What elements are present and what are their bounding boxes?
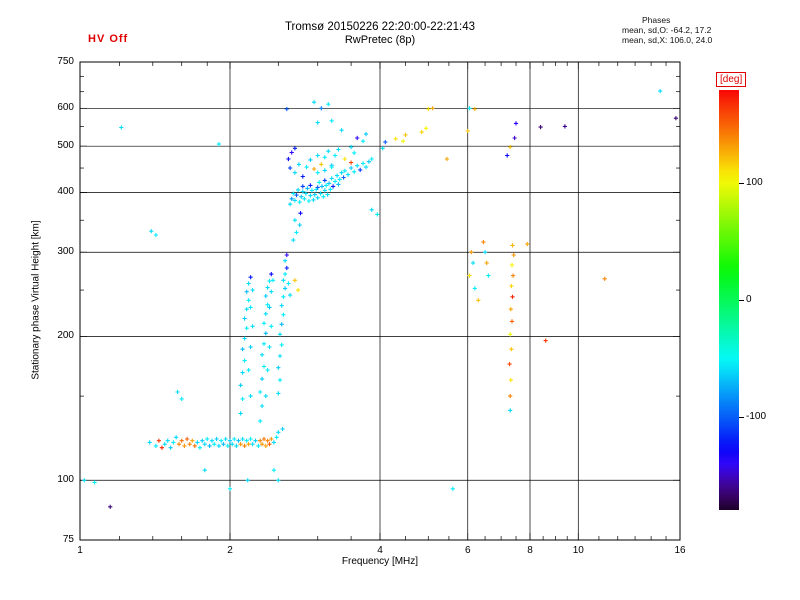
y-tick-label: 500 xyxy=(57,140,74,152)
scatter-points xyxy=(82,89,678,509)
colorbar-label: [deg] xyxy=(716,72,747,87)
x-tick-label: 16 xyxy=(674,545,686,556)
y-tick-label: 100 xyxy=(57,474,74,486)
x-tick-label: 4 xyxy=(377,545,383,556)
y-tick-label: 75 xyxy=(62,534,74,545)
colorbar-tick xyxy=(739,416,744,418)
y-tick-label: 200 xyxy=(57,330,74,342)
x-tick-label: 8 xyxy=(527,545,533,556)
gridlines xyxy=(80,62,680,540)
colorbar-tick xyxy=(739,300,744,301)
y-tick-label: 750 xyxy=(57,56,74,67)
x-tick-label: 10 xyxy=(572,545,584,556)
phases-x-stats: mean, sd,X: 106.0, 24.0 xyxy=(622,35,713,45)
axis-ticks xyxy=(79,61,681,541)
chart-title: Tromsø 20150226 22:20:00-22:21:43 xyxy=(284,21,476,33)
colorbar-tick-label: 0 xyxy=(746,294,752,305)
chart-subtitle: RwPretec (8p) xyxy=(344,34,416,46)
y-axis-label: Stationary phase Virtual Height [km] xyxy=(30,220,42,380)
x-axis-label: Frequency [MHz] xyxy=(341,556,419,567)
colorbar-tick-label: -100 xyxy=(746,410,767,422)
colorbar-tick xyxy=(739,183,744,185)
colorbar xyxy=(719,90,739,510)
colorbar-tick-label: 100 xyxy=(746,177,763,189)
y-tick-label: 600 xyxy=(57,102,74,114)
phases-label: Phases xyxy=(642,15,671,25)
phases-o-stats: mean, sd,O: -64.2, 17.2 xyxy=(622,25,712,35)
y-tick-label: 400 xyxy=(57,186,74,198)
y-tick-label: 300 xyxy=(57,246,74,258)
phases-block: Phases mean, sd,O: -64.2, 17.2 mean, sd,… xyxy=(622,15,712,45)
x-tick-label: 2 xyxy=(227,545,233,556)
x-tick-label: 6 xyxy=(464,545,471,556)
hv-status: HV Off xyxy=(88,33,129,45)
x-tick-label: 1 xyxy=(77,545,83,556)
